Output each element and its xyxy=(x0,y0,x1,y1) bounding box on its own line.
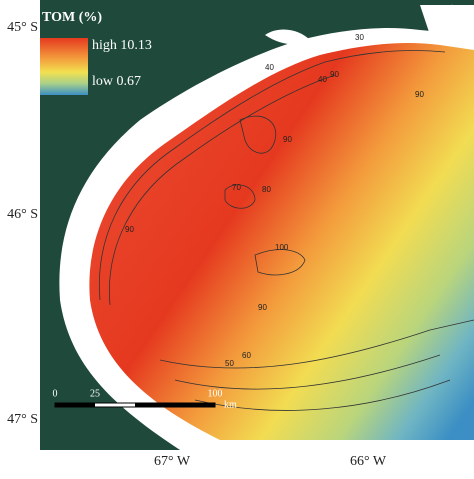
compass xyxy=(434,4,470,40)
contour-label: 70 xyxy=(232,183,241,192)
contour-label: 90 xyxy=(125,225,134,234)
scale-bar xyxy=(54,402,216,408)
contour-label: 100 xyxy=(275,243,289,252)
scale-label: 50 xyxy=(130,388,140,399)
lat-label: 46° S xyxy=(7,207,38,222)
lon-label: 66° W xyxy=(350,454,387,469)
legend-low: low 0.67 xyxy=(92,74,141,89)
legend-colorbar xyxy=(40,38,88,95)
scale-label: 0 xyxy=(53,388,58,399)
scale-label: 25 xyxy=(90,388,100,399)
contour-label: 40 xyxy=(318,75,327,84)
contour-label: 50 xyxy=(225,359,234,368)
lat-label: 47° S xyxy=(7,412,38,427)
lon-label: 67° W xyxy=(154,454,191,469)
scale-unit: km xyxy=(224,399,237,410)
contour-label: 90 xyxy=(415,90,424,99)
contour-label: 90 xyxy=(258,303,267,312)
contours xyxy=(98,50,474,411)
contour-label: 90 xyxy=(330,70,339,79)
contour-label: 60 xyxy=(242,351,251,360)
lat-label: 45° S xyxy=(7,20,38,35)
scale-label: 100 xyxy=(208,388,223,399)
contour-label: 30 xyxy=(355,33,364,42)
legend-title: TOM (%) xyxy=(42,10,102,25)
contour-label: 80 xyxy=(262,185,271,194)
contour-label: 90 xyxy=(283,135,292,144)
tom-field xyxy=(89,43,474,440)
contour-label: 40 xyxy=(265,63,274,72)
legend-high: high 10.13 xyxy=(92,38,152,53)
